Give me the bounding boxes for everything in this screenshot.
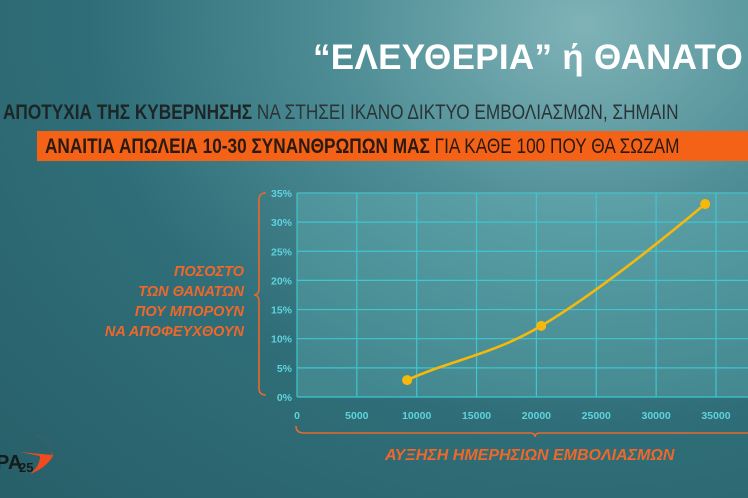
- x-tick-label: 15000: [462, 410, 491, 422]
- data-point: [700, 199, 711, 210]
- x-axis-label: ΑΥΞΗΣΗ ΗΜΕΡΗΣΙΩΝ ΕΜΒΟΛΙΑΣΜΩΝ: [385, 447, 675, 464]
- swallow-bird-icon: [20, 434, 53, 474]
- x-tick-label: 10000: [402, 410, 431, 422]
- page-title: “ΕΛΕΥΘΕΡΙΑ” ή ΘΑΝΑΤΟ: [313, 38, 743, 77]
- x-axis-brace: [295, 425, 748, 438]
- svg-text:25: 25: [19, 460, 33, 475]
- y-tick-label: 35%: [271, 188, 293, 200]
- y-tick-label: 0%: [277, 392, 293, 404]
- data-point: [402, 375, 413, 386]
- y-axis-label-line: ΠΟΣΟΣΤΟ: [174, 264, 244, 280]
- highlight-bar: [37, 131, 748, 161]
- y-axis-label-line: ΝΑ ΑΠΟΦΕΥΧΘΟΥΝ: [104, 324, 244, 340]
- x-tick-label: 0: [294, 410, 300, 422]
- y-tick-label: 10%: [271, 334, 293, 346]
- subtitle-line-1: ΑΠΟΤΥΧΙΑ ΤΗΣ ΚΥΒΕΡΝΗΣΗΣ ΝΑ ΣΤΗΣΕΙ ΙΚΑΝΟ …: [3, 101, 748, 125]
- logo-text: PA: [0, 452, 22, 474]
- y-tick-label: 15%: [271, 305, 293, 317]
- x-tick-label: 25000: [582, 410, 611, 422]
- y-tick-label: 5%: [277, 363, 293, 375]
- subtitle-line-2: ΑΝΑΙΤΙΑ ΑΠΩΛΕΙΑ 10-30 ΣΥΝΑΝΘΡΩΠΩΝ ΜΑΣ ΓΙ…: [45, 135, 748, 159]
- y-axis-label: ΠΟΣΟΣΤΟ ΤΩΝ ΘΑΝΑΤΩΝ ΠΟΥ ΜΠΟΡΟΥΝ ΝΑ ΑΠΟΦΕ…: [105, 262, 244, 342]
- y-axis-label-line: ΤΩΝ ΘΑΝΑΤΩΝ: [138, 284, 244, 300]
- x-tick-label: 35000: [701, 410, 730, 422]
- y-tick-label: 30%: [271, 217, 293, 229]
- data-point: [536, 320, 547, 331]
- y-axis-brace: [253, 192, 267, 396]
- subtitle-line-2-bold: ΑΝΑΙΤΙΑ ΑΠΩΛΕΙΑ 10-30 ΣΥΝΑΝΘΡΩΠΩΝ ΜΑΣ: [45, 135, 430, 158]
- logo: PA 25: [0, 434, 53, 475]
- subtitle-line-1-bold: ΑΠΟΤΥΧΙΑ ΤΗΣ ΚΥΒΕΡΝΗΣΗΣ: [3, 101, 253, 124]
- x-tick-label: 5000: [345, 410, 369, 422]
- y-tick-label: 20%: [271, 275, 293, 287]
- plot-area: [297, 192, 748, 397]
- y-axis-label-line: ΠΟΥ ΜΠΟΡΟΥΝ: [134, 304, 244, 320]
- x-tick-label: 20000: [522, 410, 551, 422]
- subtitle-line-1-rest: ΝΑ ΣΤΗΣΕΙ ΙΚΑΝΟ ΔΙΚΤΥΟ ΕΜΒΟΛΙΑΣΜΩΝ, ΣΗΜΑ…: [252, 101, 679, 124]
- y-tick-label: 25%: [271, 246, 293, 258]
- x-tick-label: 30000: [641, 410, 670, 422]
- subtitle-line-2-rest: ΓΙΑ ΚΑΘΕ 100 ΠΟΥ ΘΑ ΣΩΖΑΜ: [429, 135, 680, 158]
